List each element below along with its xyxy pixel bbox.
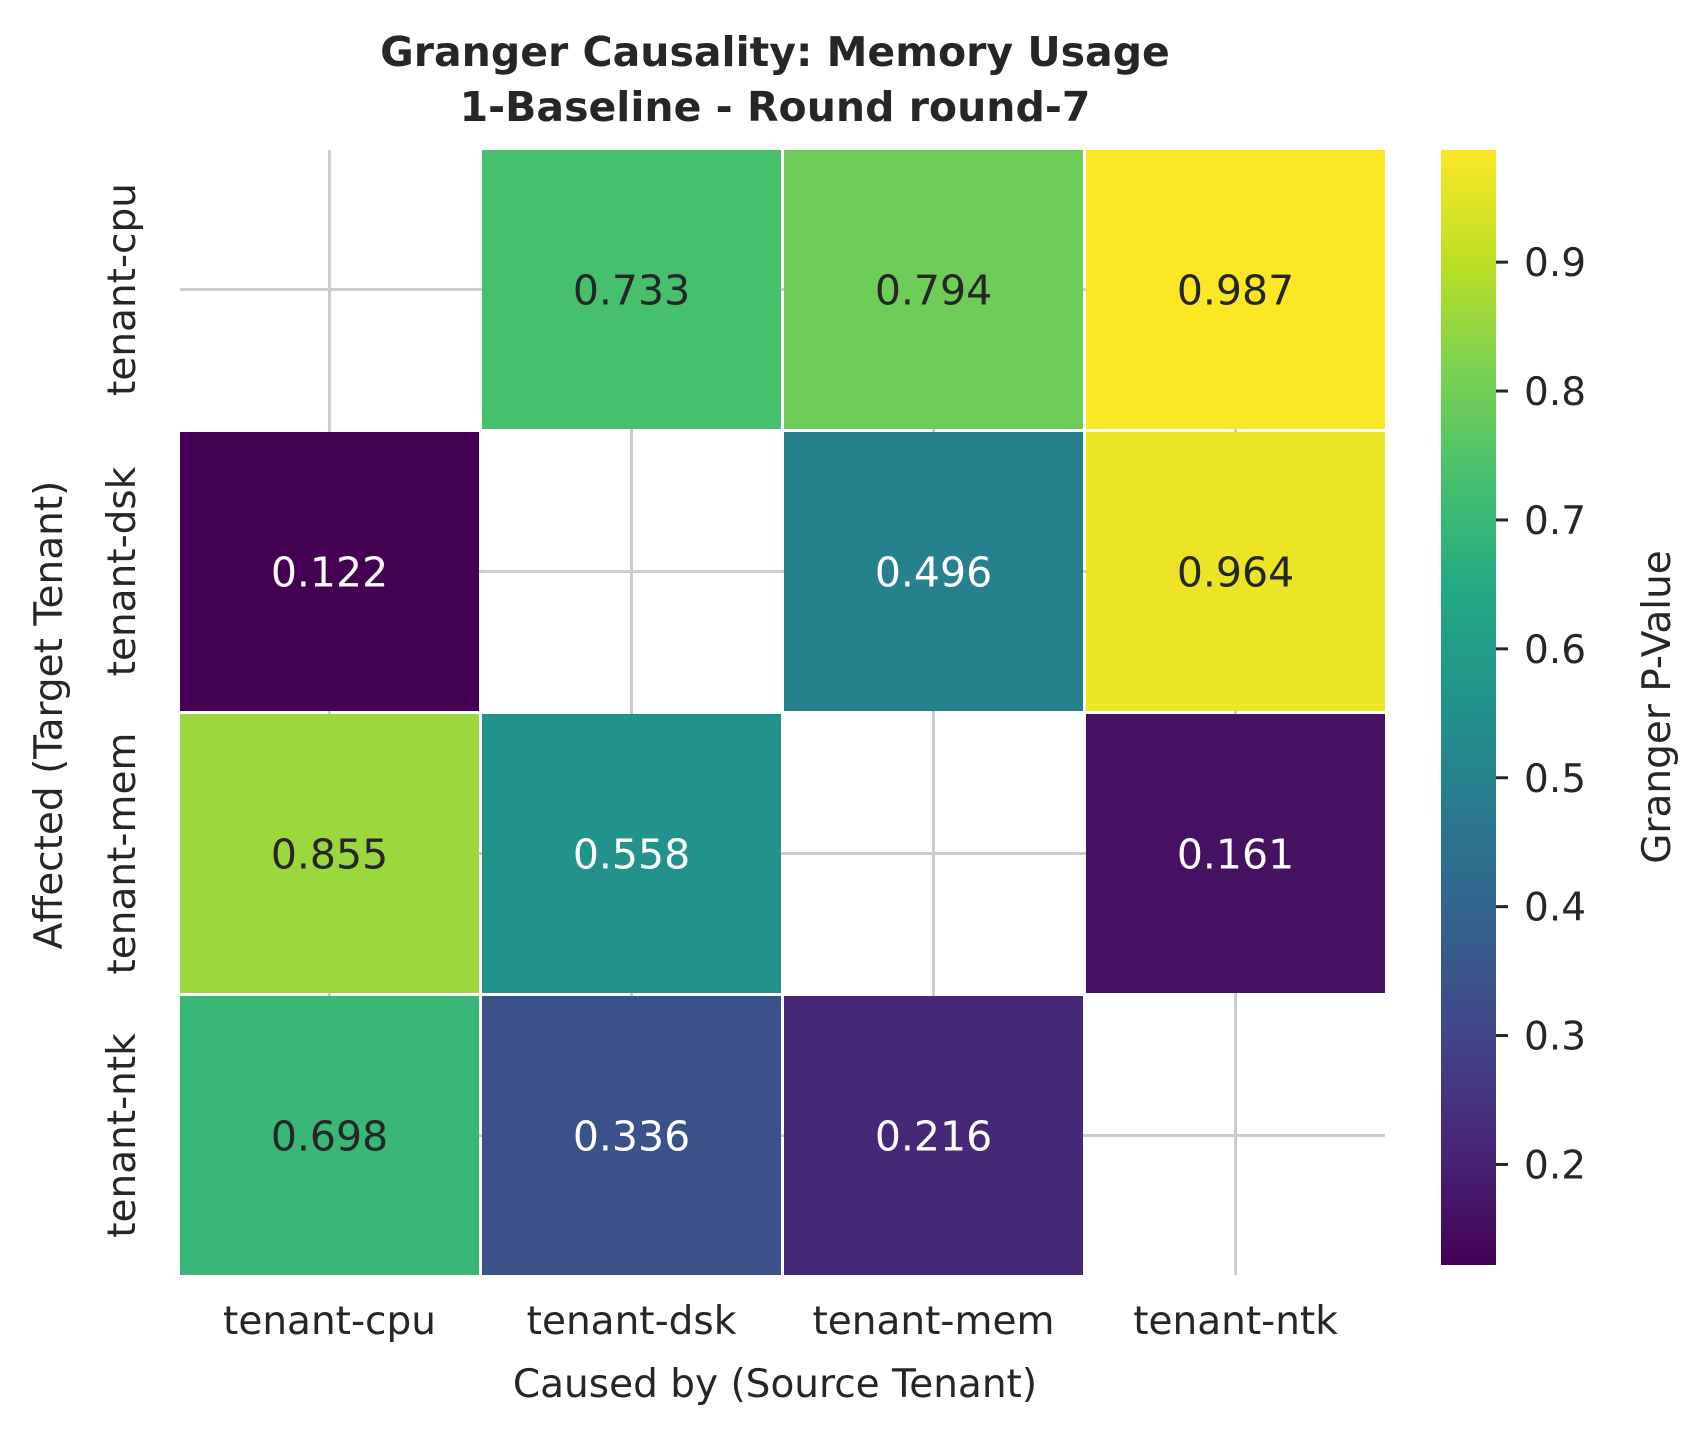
heatmap-cell: [482, 150, 781, 429]
heatmap-cell: [784, 432, 1083, 711]
heatmap-cell: [180, 432, 479, 711]
y-tick-label: tenant-mem: [100, 733, 145, 975]
x-tick-label: tenant-ntk: [1133, 1299, 1338, 1344]
colorbar-tick-label: 0.8: [1524, 370, 1586, 415]
chart-subtitle: 1-Baseline - Round round-7: [460, 83, 1091, 131]
colorbar-tick-label: 0.4: [1524, 886, 1586, 931]
cell-value-label: 0.698: [271, 1113, 388, 1161]
x-tick-labels: tenant-cpu tenant-dsk tenant-mem tenant-ntk: [223, 1299, 1338, 1344]
colorbar-tick-label: 0.9: [1524, 241, 1586, 286]
heatmap-cells: 0.733 0.794 0.987 0.122 0.496 0.964 0.855 0.558…: [180, 150, 1385, 1275]
colorbar-ticks: 0.2 0.3 0.4 0.5 0.6 0.7 0.8 0.9: [1496, 241, 1586, 1188]
heatmap-cell: [180, 714, 479, 993]
colorbar-tick-label: 0.7: [1524, 499, 1586, 544]
heatmap-cell: [1086, 432, 1385, 711]
heatmap-cell: [482, 714, 781, 993]
x-axis-label: Caused by (Source Tenant): [513, 1362, 1037, 1407]
colorbar: [1441, 150, 1496, 1265]
colorbar-tick-label: 0.5: [1524, 757, 1586, 802]
cell-value-label: 0.122: [271, 549, 388, 597]
cell-value-label: 0.987: [1177, 267, 1294, 315]
x-tick-label: tenant-mem: [813, 1299, 1055, 1344]
y-tick-labels: tenant-cpu tenant-dsk tenant-mem tenant-ntk: [100, 183, 145, 1238]
colorbar-label: Granger P-Value: [1635, 550, 1680, 864]
cell-value-label: 0.558: [573, 831, 690, 879]
colorbar-tick-label: 0.6: [1524, 628, 1586, 673]
cell-value-label: 0.216: [875, 1113, 992, 1161]
chart-title: Granger Causality: Memory Usage: [380, 28, 1170, 76]
y-tick-label: tenant-ntk: [100, 1033, 145, 1238]
heatmap-cell: [1086, 150, 1385, 429]
cell-value-label: 0.496: [875, 549, 992, 597]
y-axis-label: Affected (Target Tenant): [27, 481, 72, 950]
colorbar-tick-label: 0.2: [1524, 1143, 1586, 1188]
heatmap-cell: [784, 150, 1083, 429]
heatmap-cell: [784, 996, 1083, 1275]
cell-value-label: 0.794: [875, 267, 992, 315]
heatmap-cell: [1086, 714, 1385, 993]
cell-value-label: 0.855: [271, 831, 388, 879]
cell-value-label: 0.161: [1177, 831, 1294, 879]
colorbar-tick-label: 0.3: [1524, 1015, 1586, 1060]
heatmap-cell: [180, 996, 479, 1275]
x-tick-label: tenant-cpu: [223, 1299, 436, 1344]
y-tick-label: tenant-cpu: [100, 183, 145, 396]
cell-value-label: 0.336: [573, 1113, 690, 1161]
heatmap-cell: [482, 996, 781, 1275]
cell-value-label: 0.964: [1177, 549, 1294, 597]
cell-value-label: 0.733: [573, 267, 690, 315]
x-tick-label: tenant-dsk: [527, 1299, 737, 1344]
y-tick-label: tenant-dsk: [100, 466, 145, 676]
